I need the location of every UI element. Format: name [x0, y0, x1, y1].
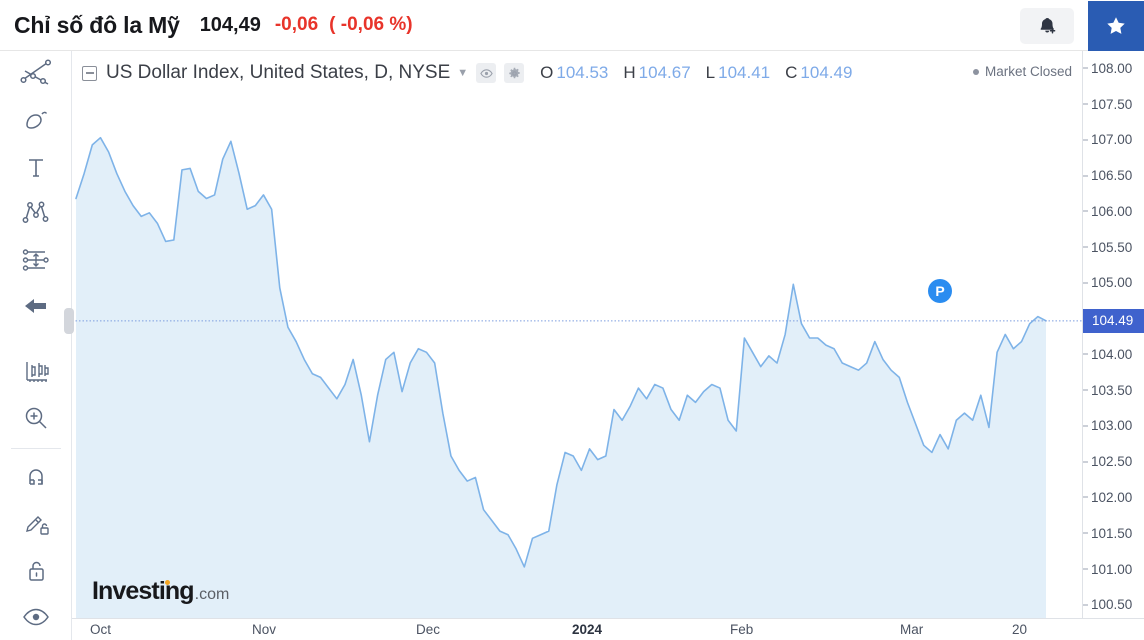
zoom-in-icon[interactable] [0, 395, 72, 441]
time-axis-tick: Nov [252, 622, 277, 637]
price-axis-tick: 101.50 [1083, 526, 1132, 541]
price-axis-tick: 104.00 [1083, 347, 1132, 362]
brush-tool-icon[interactable] [0, 97, 72, 143]
chart-legend: US Dollar Index, United States, D, NYSE … [82, 59, 1076, 87]
ohlc-close-label: C [785, 63, 798, 82]
price-axis-tick: 101.00 [1083, 562, 1132, 577]
price-change-percent: ( -0,06 %) [329, 14, 413, 35]
ohlc-close-value: 104.49 [800, 63, 853, 82]
time-axis-tick: Dec [416, 622, 441, 637]
series-settings-gear-icon[interactable] [504, 63, 525, 83]
price-axis-tick: 108.00 [1083, 61, 1132, 76]
chart-symbol-title[interactable]: US Dollar Index, United States, D, NYSE [106, 62, 451, 83]
price-area-series[interactable] [72, 51, 1082, 640]
arrow-cursor-icon[interactable] [0, 283, 72, 329]
collapse-legend-icon[interactable] [82, 65, 97, 81]
last-price: 104,49 [199, 13, 261, 36]
time-axis-tick: Feb [730, 622, 754, 637]
ohlc-high-value: 104.67 [638, 63, 691, 82]
market-status: Market Closed [972, 64, 1072, 79]
instrument-header: Chỉ số đô la Mỹ 104,49 -0,06 ( -0,06 %) [0, 0, 1144, 51]
market-status-label: Market Closed [984, 64, 1072, 79]
price-axis-tick: 107.50 [1083, 97, 1132, 112]
chevron-down-icon[interactable]: ▼ [457, 67, 469, 79]
add-to-watchlist-button[interactable] [1088, 0, 1144, 51]
price-axis-tick: 103.00 [1083, 418, 1132, 433]
time-axis-tick: Mar [900, 622, 924, 637]
add-alert-button[interactable] [1020, 7, 1074, 44]
price-axis-tick: 102.00 [1083, 490, 1132, 505]
lock-icon[interactable] [0, 547, 72, 593]
drawing-toolbar [0, 51, 72, 640]
hide-drawings-icon[interactable] [0, 594, 72, 640]
time-axis-tick: 2024 [572, 622, 603, 637]
header-actions [1020, 0, 1144, 51]
market-status-dot-icon [972, 68, 979, 75]
price-axis-tick: 102.50 [1083, 454, 1132, 469]
time-axis-tick: 20 [1012, 622, 1028, 637]
price-axis-tick: 103.50 [1083, 383, 1132, 398]
price-axis-tick: 105.00 [1083, 275, 1132, 290]
ohlc-low-value: 104.41 [718, 63, 771, 82]
magnet-icon[interactable] [0, 455, 72, 501]
price-axis-tick: 105.50 [1083, 240, 1132, 255]
patterns-tool-icon[interactable] [0, 190, 72, 236]
ohlc-open-value: 104.53 [556, 63, 609, 82]
price-axis[interactable]: 108.00 107.50 107.00 106.50 106.00 105.50 105.… [1082, 51, 1144, 640]
star-icon [1107, 16, 1125, 34]
ohlc-low-label: L [705, 63, 716, 82]
price-axis-tick: 106.00 [1083, 204, 1132, 219]
ohlc-values: O 104.53 H 104.67 L 104.41 C 104.49 [540, 63, 867, 83]
watermark-suffix: .com [194, 586, 230, 603]
watermark-dot-icon [165, 580, 170, 585]
price-axis-tick: 106.50 [1083, 168, 1132, 183]
investing-watermark: Investing .com [92, 577, 229, 606]
toolbar-divider [10, 447, 61, 449]
price-change: -0,06 [274, 14, 319, 35]
forecast-tool-icon[interactable] [0, 236, 72, 282]
time-axis-tick: Oct [90, 622, 112, 637]
event-marker-p[interactable]: P [928, 278, 953, 303]
price-axis-tick: 100.50 [1083, 597, 1132, 612]
watermark-text: Investing [92, 577, 195, 605]
drawing-lock-icon[interactable] [0, 501, 72, 547]
ohlc-high-label: H [623, 63, 636, 82]
measure-icon[interactable] [0, 349, 72, 395]
current-price-badge: 104.49 [1083, 308, 1144, 333]
series-visibility-icon[interactable] [476, 63, 497, 83]
text-tool-icon[interactable] [0, 144, 72, 190]
chart-canvas[interactable]: US Dollar Index, United States, D, NYSE … [64, 51, 1082, 640]
time-axis[interactable]: Oct Nov Dec 2024 Feb Mar 20 [72, 618, 1144, 640]
page-title: Chỉ số đô la Mỹ [14, 11, 180, 38]
price-axis-tick: 107.00 [1083, 132, 1132, 147]
bell-plus-icon [1040, 17, 1056, 34]
ohlc-open-label: O [540, 63, 554, 82]
price-line-drag-handle[interactable] [64, 307, 74, 334]
trend-line-tools-icon[interactable] [0, 51, 72, 97]
